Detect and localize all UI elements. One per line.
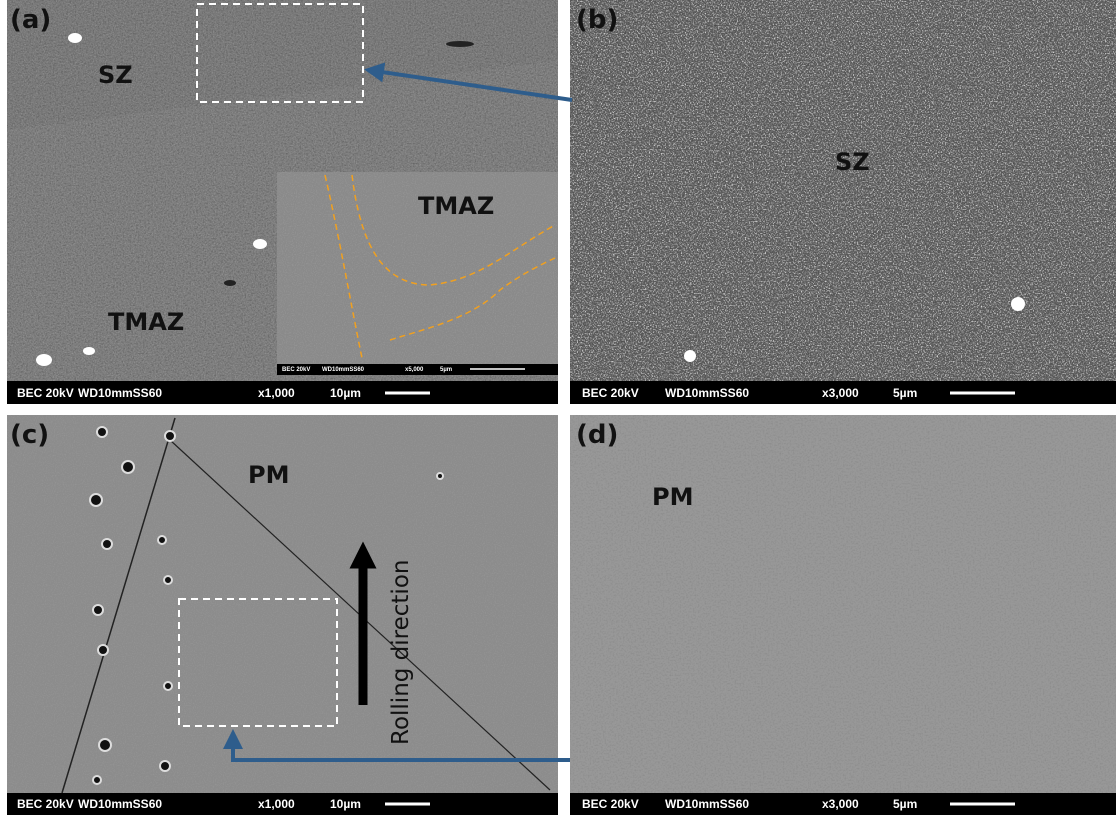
particle bbox=[224, 280, 236, 286]
info-mag: x3,000 bbox=[822, 797, 859, 811]
annotation: PM bbox=[652, 483, 693, 511]
panel-c: (c) PM Rolling direction BEC 20kV WD10mm… bbox=[7, 415, 558, 815]
panel-b: (b) SZ BEC 20kV WD10mmSS60 x3,000 5µm bbox=[570, 0, 1116, 404]
particle bbox=[83, 347, 95, 355]
info-mag: x1,000 bbox=[258, 386, 295, 400]
panel-label: (d) bbox=[576, 420, 618, 450]
info-scale: 10µm bbox=[330, 386, 361, 400]
page: TMAZ BEC 20kV WD10mmSS60 x5,000 5µm (a) … bbox=[0, 0, 1116, 815]
info-mag: x3,000 bbox=[822, 386, 859, 400]
annotation: Rolling direction bbox=[388, 560, 414, 745]
info-wd: WD10mmSS60 bbox=[665, 797, 749, 811]
particle bbox=[684, 350, 696, 362]
info-mode: BEC 20kV bbox=[582, 797, 639, 811]
info-scale: 10µm bbox=[330, 797, 361, 811]
info-mode: BEC 20kV bbox=[17, 797, 74, 811]
info-mag: x5,000 bbox=[405, 367, 424, 373]
info-mag: x1,000 bbox=[258, 797, 295, 811]
particle bbox=[446, 41, 474, 47]
info-scale: 5µm bbox=[440, 367, 452, 373]
annotation: SZ bbox=[98, 61, 133, 89]
info-wd: WD10mmSS60 bbox=[665, 386, 749, 400]
panel-label: (c) bbox=[10, 420, 49, 450]
info-wd: WD10mmSS60 bbox=[322, 367, 365, 373]
figure: TMAZ BEC 20kV WD10mmSS60 x5,000 5µm (a) … bbox=[0, 0, 1116, 815]
info-mode: BEC 20kV bbox=[582, 386, 639, 400]
info-wd: WD10mmSS60 bbox=[78, 797, 162, 811]
particle bbox=[1011, 297, 1025, 311]
texture bbox=[570, 415, 1116, 793]
info-mode: BEC 20kV bbox=[17, 386, 74, 400]
texture bbox=[570, 0, 1116, 381]
particle bbox=[253, 239, 267, 249]
particle bbox=[36, 354, 52, 366]
particle bbox=[68, 33, 82, 43]
panel-label: (b) bbox=[576, 5, 618, 35]
panel-d: (d) PM BEC 20kV WD10mmSS60 x3,000 5µm bbox=[570, 415, 1116, 815]
info-mode: BEC 20kV bbox=[282, 367, 310, 373]
annotation: TMAZ bbox=[418, 192, 494, 220]
annotation: PM bbox=[248, 461, 289, 489]
annotation: TMAZ bbox=[108, 308, 184, 336]
panel-label: (a) bbox=[10, 5, 51, 35]
info-wd: WD10mmSS60 bbox=[78, 386, 162, 400]
info-scale: 5µm bbox=[893, 386, 917, 400]
annotation: SZ bbox=[835, 148, 870, 176]
panel-a: TMAZ BEC 20kV WD10mmSS60 x5,000 5µm (a) … bbox=[7, 0, 558, 404]
info-scale: 5µm bbox=[893, 797, 917, 811]
inset: TMAZ BEC 20kV WD10mmSS60 x5,000 5µm bbox=[277, 172, 558, 375]
